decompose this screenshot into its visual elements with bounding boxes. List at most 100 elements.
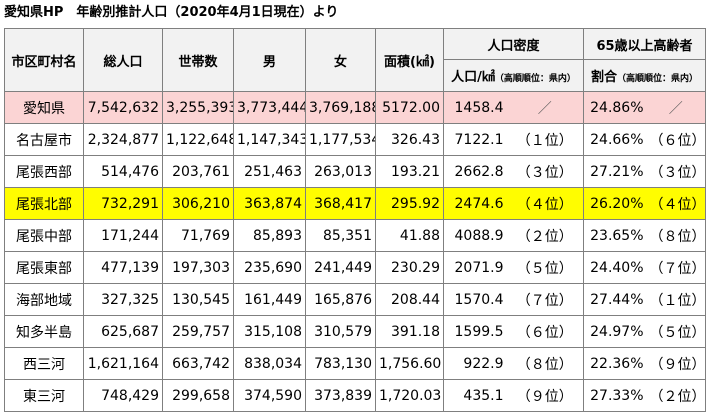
cell-area: 1,756.60 bbox=[375, 347, 444, 380]
cell-density: 1599.5 bbox=[443, 315, 507, 348]
cell-female: 373,839 bbox=[305, 379, 376, 412]
header-female: 女 bbox=[305, 28, 376, 92]
cell-total-population: 514,476 bbox=[83, 155, 163, 188]
cell-area: 391.18 bbox=[375, 315, 444, 348]
cell-elderly-ratio: 26.20% bbox=[583, 187, 647, 220]
cell-density: 2474.6 bbox=[443, 187, 507, 220]
cell-density-rank: （３位） bbox=[506, 155, 585, 188]
cell-area: 193.21 bbox=[375, 155, 444, 188]
cell-municipality: 愛知県 bbox=[4, 91, 84, 124]
cell-households: 1,122,648 bbox=[162, 123, 234, 156]
cell-elderly-ratio: 24.86% bbox=[583, 91, 647, 124]
cell-total-population: 327,325 bbox=[83, 283, 163, 316]
cell-elderly-ratio: 27.44% bbox=[583, 283, 647, 316]
cell-households: 259,757 bbox=[162, 315, 234, 348]
page-title: 愛知県HP 年齢別推計人口（2020年4月1日現在）より bbox=[4, 5, 339, 20]
header-density: 人口密度 bbox=[442, 28, 585, 60]
cell-density: 2071.9 bbox=[443, 251, 507, 284]
cell-municipality: 尾張西部 bbox=[4, 155, 84, 188]
cell-female: 165,876 bbox=[305, 283, 376, 316]
table-row: 知多半島 625,687 259,757 315,108 310,579 391.18 15… bbox=[4, 315, 707, 348]
cell-female: 310,579 bbox=[305, 315, 376, 348]
elderly-rank-note: （高順順位：県内） bbox=[617, 74, 699, 84]
cell-area: 208.44 bbox=[375, 283, 444, 316]
table-row: 海部地域 327,325 130,545 161,449 165,876 208.44 15… bbox=[4, 283, 707, 316]
header-area: 面積(㎢) bbox=[375, 28, 444, 92]
cell-female: 241,449 bbox=[305, 251, 376, 284]
cell-elderly-rank: （２位） bbox=[646, 379, 707, 412]
cell-total-population: 748,429 bbox=[83, 379, 163, 412]
table-row: 名古屋市 2,324,877 1,122,648 1,147,343 1,177,534… bbox=[4, 123, 707, 156]
cell-density-rank: （１位） bbox=[506, 123, 585, 156]
cell-households: 197,303 bbox=[162, 251, 234, 284]
cell-density-rank: （６位） bbox=[506, 315, 585, 348]
cell-male: 374,590 bbox=[233, 379, 306, 412]
cell-density-rank: ／ bbox=[506, 91, 585, 124]
cell-female: 783,130 bbox=[305, 347, 376, 380]
cell-elderly-ratio: 24.40% bbox=[583, 251, 647, 284]
cell-density-rank: （９位） bbox=[506, 379, 585, 412]
cell-density: 4088.9 bbox=[443, 219, 507, 252]
cell-density-rank: （５位） bbox=[506, 251, 585, 284]
cell-elderly-rank: ／ bbox=[646, 91, 707, 124]
cell-area: 41.88 bbox=[375, 219, 444, 252]
cell-total-population: 732,291 bbox=[83, 187, 163, 220]
cell-elderly-ratio: 23.65% bbox=[583, 219, 647, 252]
cell-male: 1,147,343 bbox=[233, 123, 306, 156]
cell-total-population: 2,324,877 bbox=[83, 123, 163, 156]
cell-elderly-rank: （７位） bbox=[646, 251, 707, 284]
cell-households: 306,210 bbox=[162, 187, 234, 220]
cell-elderly-rank: （３位） bbox=[646, 155, 707, 188]
cell-area: 1,720.03 bbox=[375, 379, 444, 412]
cell-area: 230.29 bbox=[375, 251, 444, 284]
cell-male: 363,874 bbox=[233, 187, 306, 220]
cell-density: 435.1 bbox=[443, 379, 507, 412]
cell-density-rank: （７位） bbox=[506, 283, 585, 316]
cell-area: 5172.00 bbox=[375, 91, 444, 124]
header-density-sub: 人口/㎢（高順順位：県内） bbox=[442, 59, 585, 92]
cell-elderly-rank: （６位） bbox=[646, 123, 707, 156]
cell-density: 2662.8 bbox=[443, 155, 507, 188]
table-row: 尾張北部 732,291 306,210 363,874 368,417 295.92 24… bbox=[4, 187, 707, 220]
cell-elderly-ratio: 24.66% bbox=[583, 123, 647, 156]
cell-elderly-ratio: 27.21% bbox=[583, 155, 647, 188]
cell-total-population: 171,244 bbox=[83, 219, 163, 252]
table-row: 東三河 748,429 299,658 374,590 373,839 1,720.03 4… bbox=[4, 379, 707, 412]
cell-municipality: 尾張東部 bbox=[4, 251, 84, 284]
cell-area: 326.43 bbox=[375, 123, 444, 156]
cell-households: 203,761 bbox=[162, 155, 234, 188]
cell-density: 7122.1 bbox=[443, 123, 507, 156]
cell-total-population: 477,139 bbox=[83, 251, 163, 284]
cell-density-rank: （４位） bbox=[506, 187, 585, 220]
cell-female: 1,177,534 bbox=[305, 123, 376, 156]
density-unit-label: 人口/㎢ bbox=[451, 70, 495, 85]
table-row: 西三河 1,621,164 663,742 838,034 783,130 1,756.6… bbox=[4, 347, 707, 380]
cell-elderly-rank: （１位） bbox=[646, 283, 707, 316]
cell-households: 3,255,393 bbox=[162, 91, 234, 124]
cell-area: 295.92 bbox=[375, 187, 444, 220]
cell-households: 663,742 bbox=[162, 347, 234, 380]
table-row: 尾張中部 171,244 71,769 85,893 85,351 41.88 4088.9… bbox=[4, 219, 707, 252]
cell-female: 3,769,188 bbox=[305, 91, 376, 124]
cell-total-population: 1,621,164 bbox=[83, 347, 163, 380]
cell-elderly-ratio: 27.33% bbox=[583, 379, 647, 412]
cell-municipality: 尾張北部 bbox=[4, 187, 84, 220]
cell-municipality: 知多半島 bbox=[4, 315, 84, 348]
cell-male: 315,108 bbox=[233, 315, 306, 348]
cell-households: 299,658 bbox=[162, 379, 234, 412]
population-table: 市区町村名 総人口 世帯数 男 女 面積(㎢) 人口密度 65歳以上高齢者 人口… bbox=[4, 28, 707, 412]
cell-municipality: 尾張中部 bbox=[4, 219, 84, 252]
cell-female: 85,351 bbox=[305, 219, 376, 252]
cell-male: 838,034 bbox=[233, 347, 306, 380]
cell-elderly-rank: （５位） bbox=[646, 315, 707, 348]
cell-municipality: 東三河 bbox=[4, 379, 84, 412]
cell-households: 71,769 bbox=[162, 219, 234, 252]
cell-elderly-rank: （８位） bbox=[646, 219, 707, 252]
cell-male: 161,449 bbox=[233, 283, 306, 316]
cell-density: 1458.4 bbox=[443, 91, 507, 124]
cell-total-population: 625,687 bbox=[83, 315, 163, 348]
cell-elderly-ratio: 24.97% bbox=[583, 315, 647, 348]
cell-total-population: 7,542,632 bbox=[83, 91, 163, 124]
cell-households: 130,545 bbox=[162, 283, 234, 316]
table-row: 愛知県 7,542,632 3,255,393 3,773,444 3,769,188 5… bbox=[4, 91, 707, 124]
